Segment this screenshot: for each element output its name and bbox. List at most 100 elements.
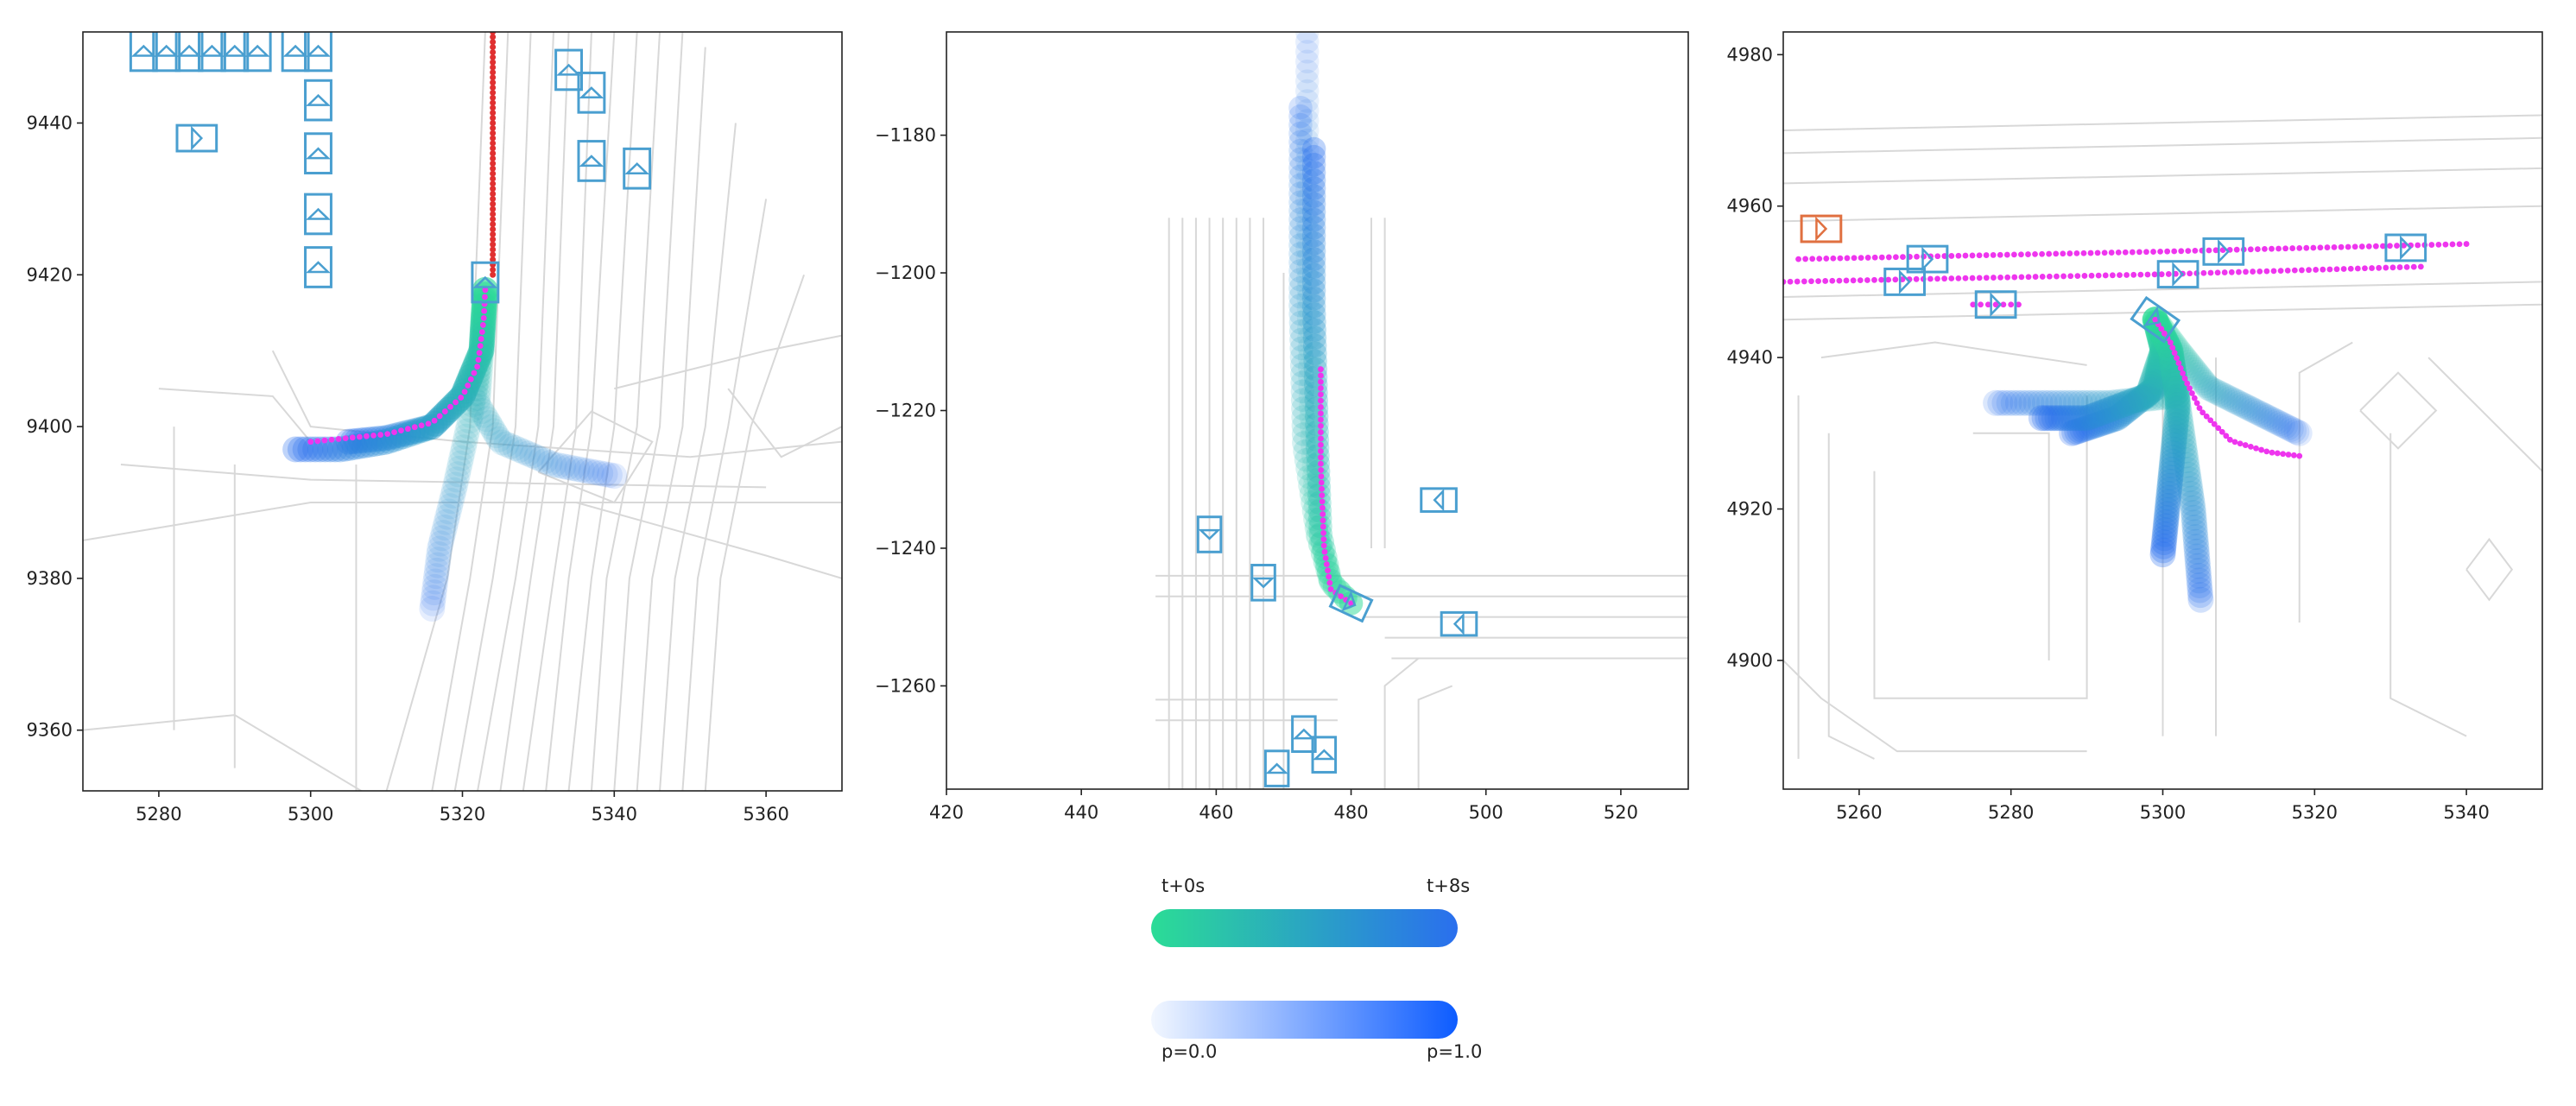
prediction-point [1301,215,1326,240]
prediction-point [2094,397,2121,424]
prediction-point [1292,431,1316,455]
prediction-point [2171,433,2198,459]
prediction-point [1300,424,1325,449]
prediction-point [2103,389,2130,415]
observed-track-point [490,165,497,172]
prediction-point [2097,396,2123,423]
agent-box [2384,233,2427,262]
prediction-point [2123,389,2150,415]
observed-track-point [490,150,497,157]
prediction-point [2223,389,2250,415]
prediction-point [2154,501,2180,528]
agent-track-point [2333,266,2340,273]
ground-truth-point [2296,452,2303,459]
agent-heading-marker [1265,762,1288,774]
ground-truth-point [2290,452,2297,458]
observed-track-point [490,64,497,71]
prediction-point [2153,505,2180,531]
agent-heading-marker [2218,238,2231,264]
prediction-point [1301,239,1326,263]
x-tick-label: 5320 [2292,802,2338,823]
ground-truth-point [2158,325,2165,332]
agent-track-point [2365,243,2372,250]
agent-track-point [2291,267,2298,274]
ground-truth-point [1323,561,1330,567]
agent-track-point [1837,255,1844,262]
prediction-point [519,442,546,469]
prediction-point [2150,533,2177,559]
ground-truth-point [1318,410,1324,417]
prediction-point [1302,318,1326,342]
prediction-point [2091,398,2117,425]
agent-heading-marker [282,44,308,57]
agent-track-point [2123,272,2130,278]
prediction-point [468,337,495,363]
ground-truth-point [2167,339,2174,346]
map-lane-line [1783,205,2542,223]
prediction-point [2054,389,2080,416]
ground-truth-point [1318,473,1325,480]
prediction-point [2041,389,2067,416]
prediction-point [437,493,464,520]
prediction-point [2156,477,2182,503]
prediction-point [2140,365,2167,391]
ground-truth-point [2247,443,2254,450]
agent-heading-marker [199,44,225,57]
ground-truth-point [1318,422,1324,429]
prediction-point [356,431,383,458]
prediction-point [481,418,508,445]
agent-track-point [1962,252,1969,259]
ground-truth-point [467,376,474,382]
prediction-point [2161,370,2188,397]
agent-heading-marker [2400,235,2413,261]
prediction-point [2158,346,2185,373]
ground-truth-point [2274,450,2281,457]
agent-track-point [2269,245,2275,252]
prediction-point [493,431,520,458]
agent-heading-marker [624,161,650,174]
prediction-point [2165,382,2192,408]
ground-truth-point [2189,390,2195,396]
agent-outline [1420,487,1458,513]
prediction-point [2165,395,2192,420]
ground-truth-point [476,350,483,357]
prediction-point [391,420,418,447]
prediction-point [2187,582,2213,609]
agent-track-point [2129,249,2136,256]
prediction-point [2163,380,2190,407]
prediction-point [2164,383,2191,410]
prediction-point [1295,69,1320,93]
prediction-point [2098,389,2125,416]
prediction-point [2050,405,2077,432]
agent-heading-marker [130,44,156,57]
agent-box [2202,237,2245,266]
prediction-point [282,436,309,463]
prediction-point [2059,420,2085,446]
observed-track-point [490,180,497,187]
agent-outline [1263,749,1290,787]
y-tick-label: −1240 [875,538,936,559]
agent-track-point [2010,251,2017,258]
agent-track-point [2380,243,2386,250]
prediction-point [371,425,398,452]
prediction-point [332,435,358,462]
prediction-point [446,450,473,477]
prediction-point [337,434,364,461]
observed-track-point [490,110,497,117]
prediction-point [1301,270,1326,295]
prediction-point [469,398,496,425]
map-lane-line [1820,341,2087,366]
observed-track-point [490,89,497,96]
prediction-point [1296,276,1320,300]
prediction-point [2187,572,2213,598]
prediction-point [456,408,483,434]
agent-track-point [2383,264,2389,271]
observed-track-point [490,231,497,237]
prediction-point [2220,387,2247,414]
agent-track-point [1892,254,1899,261]
prediction-point [1288,268,1313,292]
agent-box [1291,715,1317,754]
agent-track-point [2207,269,2214,276]
prediction-point [2133,382,2160,409]
prediction-point [1297,345,1322,370]
